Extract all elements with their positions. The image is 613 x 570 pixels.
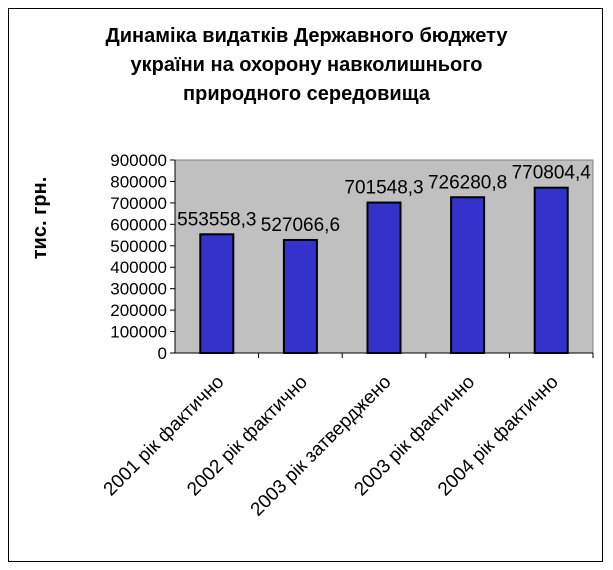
data-label: 553558,3 bbox=[177, 209, 256, 230]
y-axis-label: тис. грн. bbox=[29, 177, 51, 260]
bar bbox=[450, 196, 486, 354]
chart-title-line-3: природного середовища bbox=[183, 83, 430, 105]
data-label: 770804,4 bbox=[512, 163, 592, 184]
bar bbox=[282, 238, 318, 354]
data-label: 701548,3 bbox=[344, 178, 423, 199]
y-tick-label: 900000 bbox=[110, 151, 167, 170]
y-tick-label: 200000 bbox=[110, 301, 167, 320]
y-tick-label: 500000 bbox=[110, 237, 167, 256]
data-label: 726280,8 bbox=[428, 172, 507, 193]
y-tick-label: 800000 bbox=[110, 172, 167, 191]
y-tick-label: 700000 bbox=[110, 194, 167, 213]
chart-title-line-2: україни на охорону навколишнього bbox=[130, 54, 483, 76]
chart-title: Динаміка видатків Державного бюджету укр… bbox=[0, 22, 613, 109]
y-tick-label: 300000 bbox=[110, 280, 167, 299]
y-tick-label: 600000 bbox=[110, 215, 167, 234]
x-tick-label: 2003 рік затверджено bbox=[247, 372, 396, 521]
bar bbox=[366, 201, 402, 354]
y-tick-label: 400000 bbox=[110, 258, 167, 277]
bar bbox=[533, 186, 569, 354]
y-tick-label: 100000 bbox=[110, 323, 167, 342]
bar bbox=[199, 233, 235, 354]
data-label: 527066,6 bbox=[261, 215, 340, 236]
y-tick-label: 0 bbox=[158, 344, 167, 363]
chart-title-line-1: Динаміка видатків Державного бюджету bbox=[105, 25, 508, 47]
